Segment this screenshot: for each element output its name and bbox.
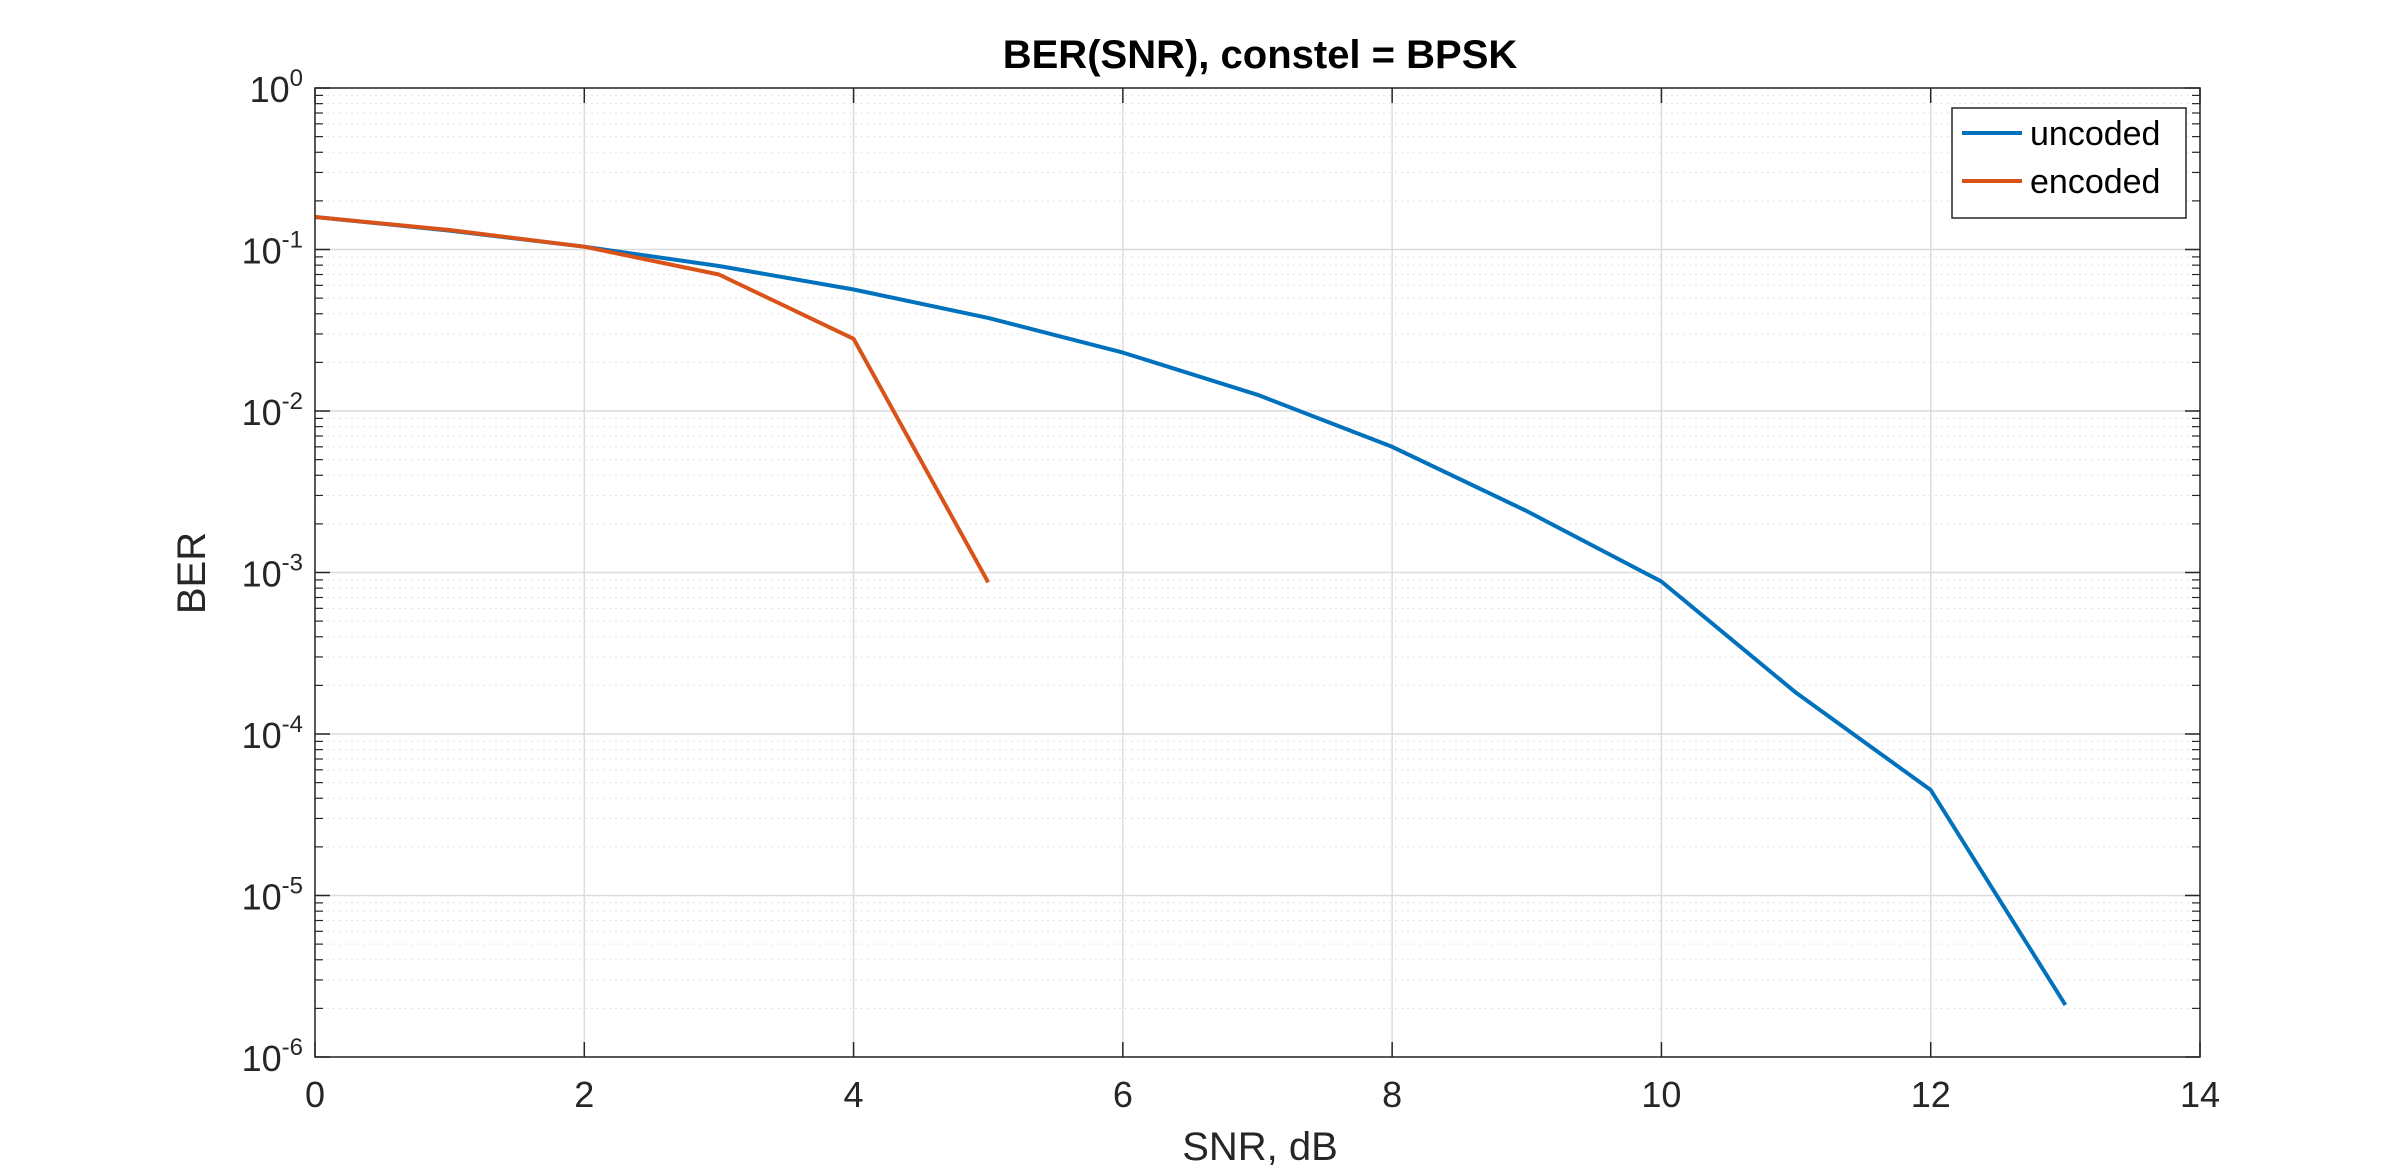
y-tick-label: 10-3 (242, 550, 303, 595)
x-tick-label: 6 (1113, 1074, 1133, 1115)
y-tick-label: 10-5 (242, 873, 303, 918)
x-tick-label: 2 (574, 1074, 594, 1115)
y-tick-labels: 10-6 10-5 10-4 10-3 10-2 10-1 100 (242, 65, 303, 1079)
legend: uncoded encoded (1951, 107, 2187, 219)
series-line-encoded (314, 215, 990, 584)
y-tick-label: 10-1 (242, 227, 303, 272)
y-tick-label: 100 (250, 65, 303, 110)
x-tick-label: 14 (2180, 1074, 2220, 1115)
minor-grid (315, 94, 2200, 1009)
x-tick-label: 0 (305, 1074, 325, 1115)
x-tick-label: 4 (844, 1074, 864, 1115)
legend-label-uncoded: uncoded (2030, 115, 2160, 153)
axis-ticks (314, 87, 2201, 1058)
y-tick-label: 10-2 (242, 388, 303, 433)
legend-box (1951, 107, 2187, 219)
y-tick-label: 10-4 (242, 711, 303, 756)
y-axis-label: BER (170, 532, 214, 614)
x-tick-label: 8 (1382, 1074, 1402, 1115)
x-tick-label: 10 (1641, 1074, 1681, 1115)
x-axis-label: SNR, dB (1182, 1125, 1338, 1169)
y-tick-label: 10-6 (242, 1034, 303, 1079)
chart-title: BER(SNR), constel = BPSK (1003, 33, 1518, 77)
x-tick-labels: 0 2 4 6 8 10 12 14 (305, 1074, 2220, 1115)
x-tick-label: 12 (1911, 1074, 1951, 1115)
series-lines (314, 215, 2068, 1007)
legend-label-encoded: encoded (2030, 163, 2160, 201)
